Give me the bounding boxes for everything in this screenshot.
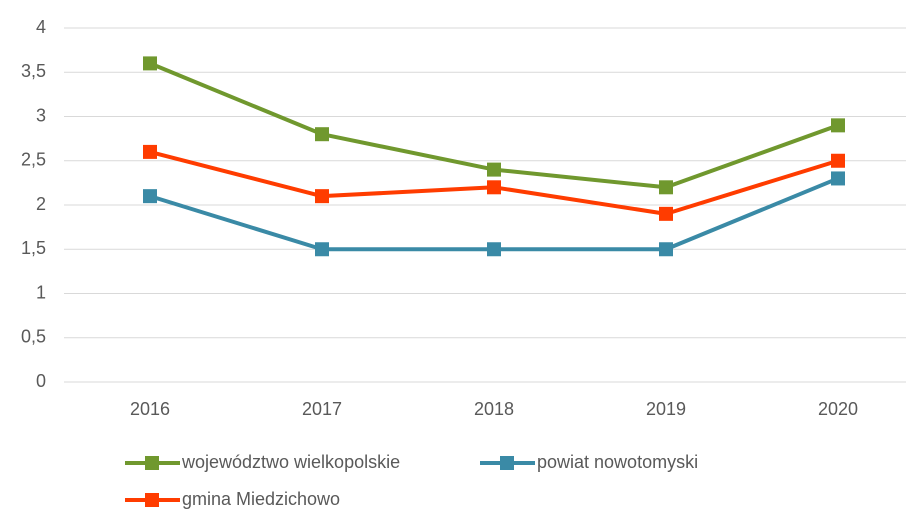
y-tick-label: 0,5 [21, 327, 46, 347]
y-tick-label: 1,5 [21, 238, 46, 258]
legend-label: powiat nowotomyski [537, 452, 698, 472]
y-tick-label: 2 [36, 194, 46, 214]
y-tick-label: 4 [36, 17, 46, 37]
point-marker [831, 171, 845, 186]
x-tick-label: 2017 [302, 399, 342, 419]
point-marker [487, 162, 501, 177]
point-marker [315, 127, 329, 142]
point-marker [143, 56, 157, 71]
point-marker [659, 206, 673, 221]
x-tick-label: 2016 [130, 399, 170, 419]
point-marker [831, 118, 845, 133]
x-tick-label: 2020 [818, 399, 858, 419]
point-marker [487, 242, 501, 257]
point-marker [315, 242, 329, 257]
legend-marker [145, 493, 159, 507]
y-tick-label: 2,5 [21, 150, 46, 170]
point-marker [143, 189, 157, 204]
legend-label: gmina Miedzichowo [182, 489, 340, 509]
x-tick-label: 2019 [646, 399, 686, 419]
y-tick-label: 1 [36, 282, 46, 302]
y-tick-label: 0 [36, 371, 46, 391]
point-marker [315, 189, 329, 204]
point-marker [831, 153, 845, 168]
y-tick-label: 3 [36, 105, 46, 125]
legend-marker [145, 456, 159, 470]
point-marker [659, 180, 673, 195]
point-marker [487, 180, 501, 195]
point-marker [143, 144, 157, 159]
x-tick-label: 2018 [474, 399, 514, 419]
legend-marker [500, 456, 514, 470]
legend-label: województwo wielkopolskie [181, 452, 400, 472]
point-marker [659, 242, 673, 257]
y-tick-label: 3,5 [21, 61, 46, 81]
